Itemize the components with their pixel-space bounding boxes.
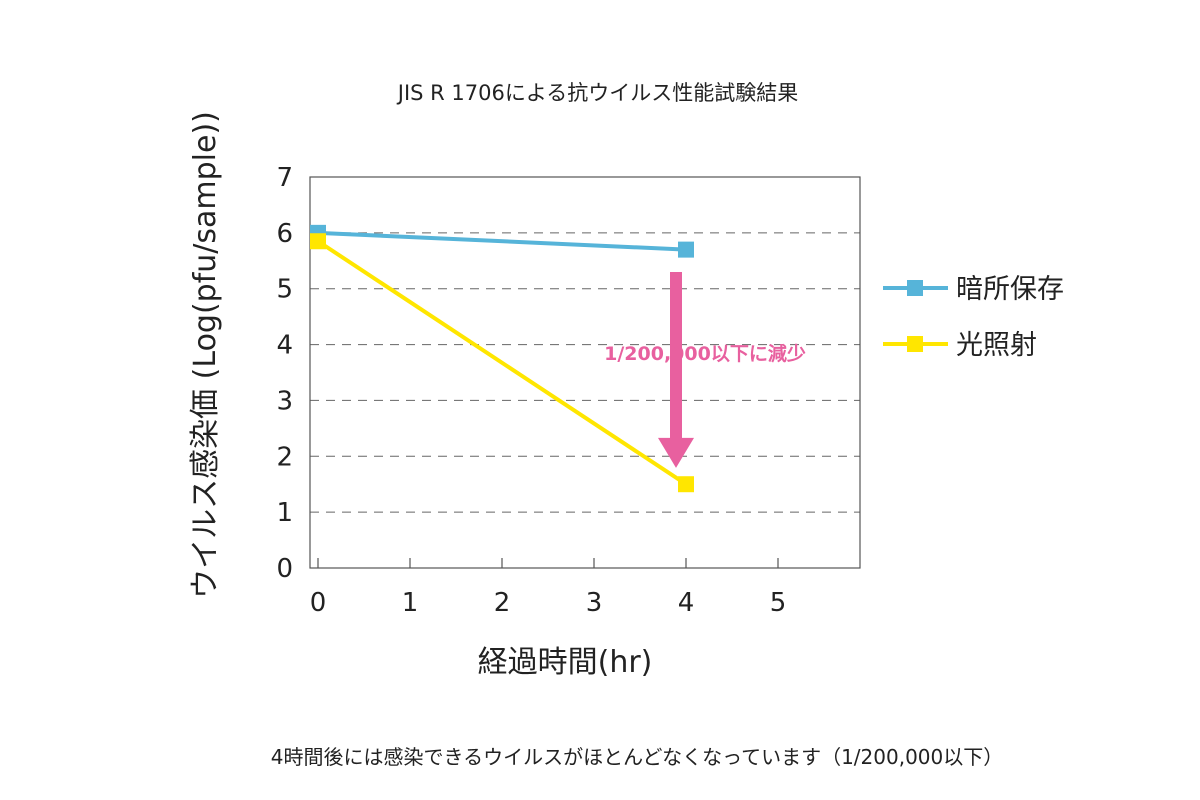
series-marker xyxy=(310,233,326,250)
legend-label: 暗所保存 xyxy=(956,274,1064,305)
x-tick-label: 4 xyxy=(678,588,695,618)
annotation-arrowhead xyxy=(658,437,694,468)
series-marker xyxy=(678,476,694,493)
annotation-layer: 1/200,000以下に減少 xyxy=(604,271,806,468)
x-tick-label: 0 xyxy=(310,588,327,618)
y-tick-label: 3 xyxy=(276,386,293,416)
y-tick-label: 7 xyxy=(276,163,293,193)
grid-lines xyxy=(310,232,860,513)
x-axis-ticks: 0 1 2 3 4 5 xyxy=(310,558,787,618)
y-tick-label: 0 xyxy=(276,554,293,584)
annotation-label: 1/200,000以下に減少 xyxy=(604,342,806,365)
legend-label: 光照射 xyxy=(956,330,1037,361)
y-tick-label: 4 xyxy=(276,331,293,361)
x-tick-label: 5 xyxy=(770,588,787,618)
x-tick-label: 1 xyxy=(402,588,419,618)
y-axis-label: ウイルス感染価 (Log(pfu/sample)) xyxy=(188,111,223,599)
x-axis-label: 経過時間(hr) xyxy=(478,645,653,680)
plot-area-frame xyxy=(309,176,861,569)
y-tick-label: 5 xyxy=(276,275,293,305)
series-marker xyxy=(678,241,694,258)
y-tick-label: 1 xyxy=(276,498,293,528)
y-tick-label: 2 xyxy=(276,442,293,472)
x-tick-label: 3 xyxy=(586,588,603,618)
legend-marker xyxy=(907,336,923,352)
series-line xyxy=(317,230,687,252)
x-tick-label: 2 xyxy=(494,588,511,618)
y-tick-label: 6 xyxy=(276,219,293,249)
y-axis-ticks: 0 1 2 3 4 5 6 7 xyxy=(276,163,293,584)
series-layer xyxy=(310,224,694,493)
legend-marker xyxy=(907,280,923,296)
footnote: 4時間後には感染できるウイルスがほとんどなくなっています（1/200,000以下… xyxy=(271,745,1004,769)
chart-title: JIS R 1706による抗ウイルス性能試験結果 xyxy=(396,81,798,105)
series-line xyxy=(316,239,688,486)
